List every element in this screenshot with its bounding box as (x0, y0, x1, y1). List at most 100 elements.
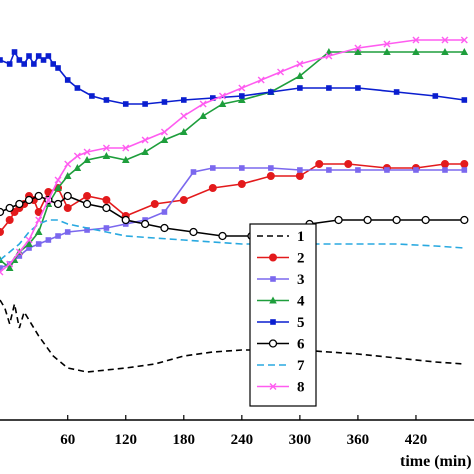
legend-item-6: 6 (257, 337, 305, 353)
series-5-point (11, 49, 18, 55)
series-2-point (63, 204, 72, 212)
series-2-point (295, 172, 304, 180)
series-6-point (102, 203, 111, 213)
series-2-point (208, 184, 217, 192)
series-8-point (460, 36, 468, 44)
series-5 (0, 49, 468, 107)
series-4-point (63, 172, 72, 179)
series-3-point (103, 225, 110, 231)
series-6-point (334, 215, 343, 225)
series-5-point (180, 97, 187, 103)
x-ticks: 60 120 180 240 300 360 420 (60, 415, 427, 448)
series-5-point (432, 93, 439, 99)
series-4-point (238, 96, 246, 103)
series-3-point (268, 165, 274, 171)
series-5-point (326, 85, 332, 91)
legend-marker (269, 383, 277, 390)
series-4-point (141, 148, 149, 155)
series-4-point (83, 156, 91, 163)
series-4-point (354, 48, 362, 55)
series-6-point (63, 191, 72, 201)
series-8-point (141, 136, 149, 144)
series-8-point (64, 160, 72, 168)
series-5-point (239, 93, 245, 99)
series-8-point (73, 152, 81, 160)
series-4-point (34, 228, 43, 235)
series-4-point (460, 48, 469, 55)
series-2-point (460, 160, 469, 168)
series-5-point (161, 99, 168, 105)
x-tick-label: 420 (405, 432, 428, 448)
x-axis-label: time (min) (400, 453, 472, 470)
series-2-point (83, 192, 92, 200)
series-5-point (393, 89, 400, 95)
series-layer (0, 36, 469, 373)
series-8-point (160, 128, 168, 136)
series-6-point (15, 199, 24, 209)
series-8-point (325, 52, 333, 60)
legend-label: 4 (297, 294, 305, 310)
series-3-point (35, 241, 42, 247)
series-6-point (0, 207, 5, 217)
series-3-point (26, 245, 32, 251)
series-8-point (6, 260, 14, 268)
x-tick-label: 360 (347, 432, 370, 448)
series-3-point (55, 233, 61, 239)
legend-label: 7 (297, 358, 305, 374)
series-6-point (24, 195, 34, 205)
series-4-point (0, 256, 4, 263)
series-5-point (89, 93, 95, 99)
series-4-point (218, 100, 227, 107)
series-4-point (73, 164, 82, 171)
series-4-point (441, 48, 449, 55)
x-tick-label: 300 (289, 432, 312, 448)
series-4-point (25, 240, 33, 247)
x-tick-label: 180 (173, 432, 196, 448)
legend-marker (269, 296, 277, 304)
series-2-point (440, 160, 449, 168)
series-6-point (34, 191, 43, 201)
series-6-point (363, 215, 372, 225)
series-5-point (0, 57, 3, 63)
series-8-point (122, 144, 130, 152)
series-3-point (84, 227, 90, 233)
series-5-point (297, 85, 303, 91)
series-6-point (53, 199, 63, 209)
series-5-point (461, 97, 468, 103)
x-tick-label: 120 (115, 432, 138, 448)
legend-label: 8 (297, 380, 305, 396)
series-8-point (35, 216, 43, 224)
series-2-point (0, 228, 4, 236)
series-3-point (0, 265, 3, 271)
legend-items: 1 2 3 4 5 6 7 8 (257, 229, 305, 396)
series-3-point (326, 167, 332, 173)
series-5-point (64, 77, 71, 83)
series-5-point (122, 101, 129, 107)
series-6-point (121, 215, 130, 225)
series-8 (0, 36, 468, 276)
series-8-point (296, 60, 304, 68)
series-6-point (460, 215, 469, 225)
series-3-point (461, 167, 468, 173)
series-5-point (210, 95, 216, 101)
series-2-point (102, 196, 111, 204)
series-4-point (102, 152, 111, 159)
series-6-point (160, 223, 169, 233)
series-3-point (413, 167, 419, 173)
legend-label: 5 (297, 315, 305, 331)
legend-label: 3 (297, 272, 305, 288)
series-5-point (355, 85, 361, 91)
series-4-point (383, 48, 391, 55)
series-6-point (421, 215, 430, 225)
series-5-point (21, 61, 27, 67)
series-3-point (442, 167, 448, 173)
series-3-point (355, 167, 361, 173)
series-8-point (277, 68, 285, 76)
series-8-point (383, 40, 391, 48)
series-7-line (0, 219, 465, 261)
series-8-point (54, 176, 62, 184)
series-8-point (354, 44, 362, 52)
series-2-point (5, 216, 14, 224)
legend-item-2: 2 (257, 251, 305, 267)
